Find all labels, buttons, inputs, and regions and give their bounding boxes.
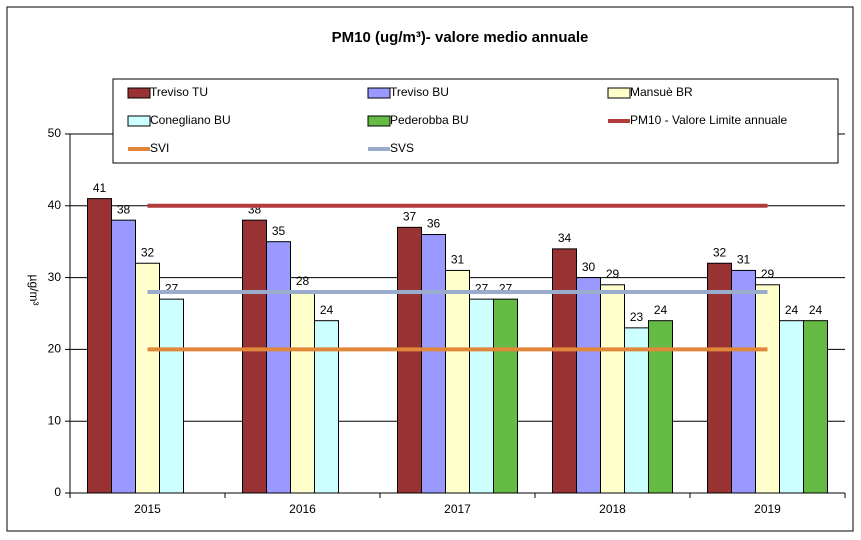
y-tick-label: 10	[48, 413, 62, 427]
data-label: 28	[296, 274, 310, 288]
data-label: 29	[761, 267, 775, 281]
data-label: 35	[272, 224, 286, 238]
x-tick-label: 2019	[754, 502, 781, 516]
data-label: 24	[654, 303, 668, 317]
x-tick-label: 2015	[134, 502, 161, 516]
data-label: 41	[93, 181, 107, 195]
bar	[242, 219, 267, 494]
data-label: 31	[451, 253, 465, 267]
bar	[111, 219, 136, 494]
data-label: 24	[320, 303, 334, 317]
y-tick-label: 0	[54, 485, 61, 499]
legend-swatch	[127, 115, 151, 127]
bar	[314, 320, 339, 494]
data-label: 30	[582, 260, 596, 274]
y-tick-label: 30	[48, 270, 62, 284]
bar	[445, 269, 470, 494]
bar	[648, 320, 673, 494]
data-label: 24	[785, 303, 799, 317]
bar	[421, 234, 446, 494]
legend-label: SVI	[150, 141, 169, 155]
legend-label: Treviso TU	[150, 85, 208, 99]
bar	[397, 226, 422, 494]
legend-label: PM10 - Valore Limite annuale	[630, 113, 788, 127]
bar	[159, 298, 184, 494]
data-label: 32	[141, 245, 155, 259]
legend-frame	[112, 78, 839, 164]
data-label: 36	[427, 217, 441, 231]
chart-title: PM10 (ug/m³)- valore medio annuale	[332, 29, 589, 46]
legend-swatch	[367, 87, 391, 99]
bar	[493, 298, 518, 494]
data-label: 32	[713, 245, 727, 259]
x-tick-label: 2016	[289, 502, 316, 516]
data-label: 37	[403, 210, 417, 224]
data-label: 29	[606, 267, 620, 281]
legend-label: Pederobba BU	[390, 113, 469, 127]
legend-swatch	[367, 115, 391, 127]
legend: Treviso TU Treviso BU Mansuè BR Conegliano …	[112, 78, 839, 164]
bar	[779, 320, 804, 494]
bar	[624, 327, 649, 494]
legend-swatch	[127, 87, 151, 99]
y-tick-label: 20	[48, 342, 62, 356]
legend-label: Treviso BU	[390, 85, 449, 99]
bar	[266, 241, 291, 494]
data-label: 23	[630, 310, 644, 324]
bar	[600, 284, 625, 494]
y-tick-label: 40	[48, 198, 62, 212]
bar	[552, 248, 577, 494]
x-tick-label: 2017	[444, 502, 471, 516]
bar	[87, 198, 112, 494]
bar	[290, 291, 315, 494]
legend-label: Mansuè BR	[630, 85, 693, 99]
bar	[803, 320, 828, 494]
bar	[135, 262, 160, 494]
y-tick-label: 50	[48, 126, 62, 140]
data-label: 38	[117, 202, 131, 216]
data-label: 34	[558, 231, 572, 245]
y-axis-label: µg/m³	[27, 275, 41, 306]
legend-swatch	[607, 87, 631, 99]
legend-label: SVS	[390, 141, 414, 155]
x-tick-label: 2018	[599, 502, 626, 516]
bar	[576, 277, 601, 494]
legend-label: Conegliano BU	[150, 113, 231, 127]
data-label: 31	[737, 253, 751, 267]
bar	[469, 298, 494, 494]
bar	[707, 262, 732, 494]
bar	[755, 284, 780, 494]
bar	[731, 269, 756, 494]
data-label: 24	[809, 303, 823, 317]
